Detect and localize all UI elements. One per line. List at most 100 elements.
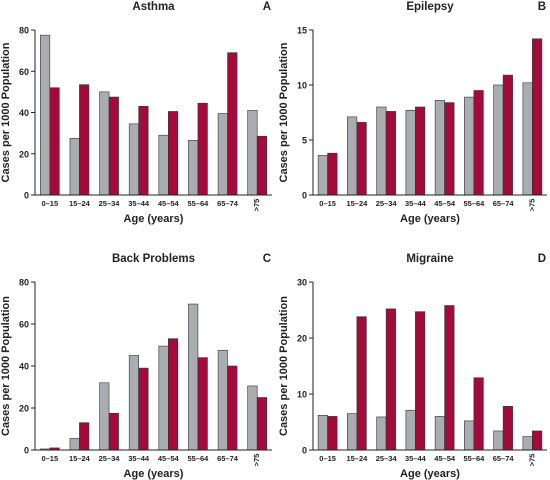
bar-series-1-0: [40, 34, 51, 196]
y-axis-label: Cases per 1000 Population: [0, 42, 12, 182]
y-tick-label: 0: [302, 446, 307, 456]
x-tick-label: 25–34: [376, 199, 398, 208]
bar-series-2-2: [385, 308, 396, 451]
x-tick-label: 35–44: [405, 454, 427, 463]
x-tick-label: 0–15: [319, 454, 336, 463]
y-tick-label: 20: [297, 334, 307, 344]
y-tick-label: 10: [297, 81, 307, 91]
x-axis-label: Age (years): [400, 468, 460, 480]
bar-series-1-0: [317, 414, 328, 451]
chart-title: Back Problems: [112, 253, 195, 265]
y-tick-label: 60: [19, 67, 29, 77]
bar-series-1-1: [347, 116, 358, 196]
x-tick-label: 65–74: [493, 454, 515, 463]
x-tick-label: 35–44: [128, 454, 150, 463]
bar-series-2-0: [49, 87, 60, 196]
bar-series-1-2: [99, 91, 110, 196]
y-tick-label: 40: [19, 362, 29, 372]
panel-letter: D: [538, 253, 546, 265]
x-tick-label: 45–54: [158, 454, 180, 463]
bar-series-2-0: [327, 152, 338, 196]
bar-series-2-0: [327, 416, 338, 451]
bar-series-2-3: [138, 106, 149, 196]
x-tick-label: 55–64: [188, 199, 210, 208]
bar-series-1-5: [464, 96, 475, 196]
x-tick-label: >75: [252, 454, 261, 467]
bar-series-1-7: [247, 385, 258, 451]
bar-series-1-6: [217, 113, 228, 196]
bar-series-2-5: [473, 377, 484, 451]
bar-series-1-3: [128, 355, 139, 451]
x-tick-label: 15–24: [69, 199, 91, 208]
bar-series-2-7: [532, 430, 543, 451]
x-tick-label: 0–15: [41, 454, 58, 463]
bar-series-2-6: [227, 52, 238, 196]
chart-title: Epilepsy: [406, 1, 454, 13]
y-tick-label: 80: [19, 278, 29, 288]
bar-series-2-5: [197, 357, 208, 451]
x-axis-label: Age (years): [124, 468, 184, 480]
y-tick-label: 60: [19, 320, 29, 330]
bar-series-2-4: [168, 338, 179, 451]
y-tick-label: 10: [297, 390, 307, 400]
bar-series-2-4: [444, 305, 455, 451]
y-tick-label: 0: [302, 191, 307, 201]
bar-series-1-5: [464, 420, 475, 451]
y-tick-label: 5: [302, 136, 307, 146]
bar-series-2-5: [197, 102, 208, 196]
bar-series-2-2: [385, 111, 396, 196]
bar-series-1-3: [128, 123, 139, 196]
bar-series-1-7: [522, 82, 533, 196]
y-tick-label: 15: [297, 26, 307, 36]
x-tick-label: 45–54: [158, 199, 180, 208]
y-tick-label: 40: [19, 108, 29, 118]
x-tick-label: 15–24: [346, 454, 368, 463]
bar-series-2-2: [108, 96, 119, 196]
x-tick-label: 45–54: [434, 454, 456, 463]
bar-series-1-6: [493, 84, 504, 196]
x-tick-label: 55–64: [188, 454, 210, 463]
x-tick-label: 45–54: [434, 199, 456, 208]
panel-letter: A: [263, 1, 271, 13]
bar-series-1-1: [69, 137, 80, 196]
y-axis-label: Cases per 1000 Population: [278, 296, 290, 436]
x-tick-label: 0–15: [41, 199, 58, 208]
x-tick-label: 55–64: [463, 454, 485, 463]
bar-series-1-1: [69, 438, 80, 451]
chart-panel-c: Back Problems C Cases per 1000 Population A…: [0, 253, 272, 480]
bar-series-2-1: [79, 84, 90, 196]
bar-series-1-2: [376, 416, 387, 451]
bar-series-1-4: [434, 416, 445, 451]
x-tick-label: 25–34: [376, 454, 398, 463]
x-tick-label: 15–24: [69, 454, 91, 463]
panel-letter: C: [263, 253, 271, 265]
bar-series-2-2: [108, 412, 119, 451]
panel-letter: B: [538, 1, 546, 13]
x-tick-label: 0–15: [319, 199, 336, 208]
bar-series-2-1: [356, 316, 367, 451]
bar-series-1-7: [247, 110, 258, 196]
chart-panel-a: Asthma A Cases per 1000 Population Age (yea…: [0, 1, 272, 225]
chart-panel-b: Epilepsy B Cases per 1000 Population Age (y…: [278, 1, 547, 225]
x-tick-label: 65–74: [493, 199, 515, 208]
bar-series-1-0: [317, 155, 328, 196]
x-axis-label: Age (years): [400, 213, 460, 225]
bar-series-2-6: [502, 74, 513, 196]
bar-series-1-4: [434, 100, 445, 196]
bar-series-1-6: [493, 430, 504, 451]
bar-series-1-3: [405, 409, 416, 451]
y-tick-label: 0: [24, 191, 29, 201]
y-tick-label: 20: [19, 404, 29, 414]
bar-series-1-5: [188, 303, 199, 451]
x-axis-label: Age (years): [124, 213, 184, 225]
y-tick-label: 80: [19, 26, 29, 36]
y-tick-label: 20: [19, 149, 29, 159]
bar-series-2-3: [415, 106, 426, 196]
x-tick-label: >75: [252, 199, 261, 212]
x-tick-label: 15–24: [346, 199, 368, 208]
bar-series-2-4: [168, 111, 179, 196]
bar-series-2-1: [356, 122, 367, 196]
bar-series-1-7: [522, 436, 533, 451]
x-tick-label: 65–74: [217, 454, 239, 463]
